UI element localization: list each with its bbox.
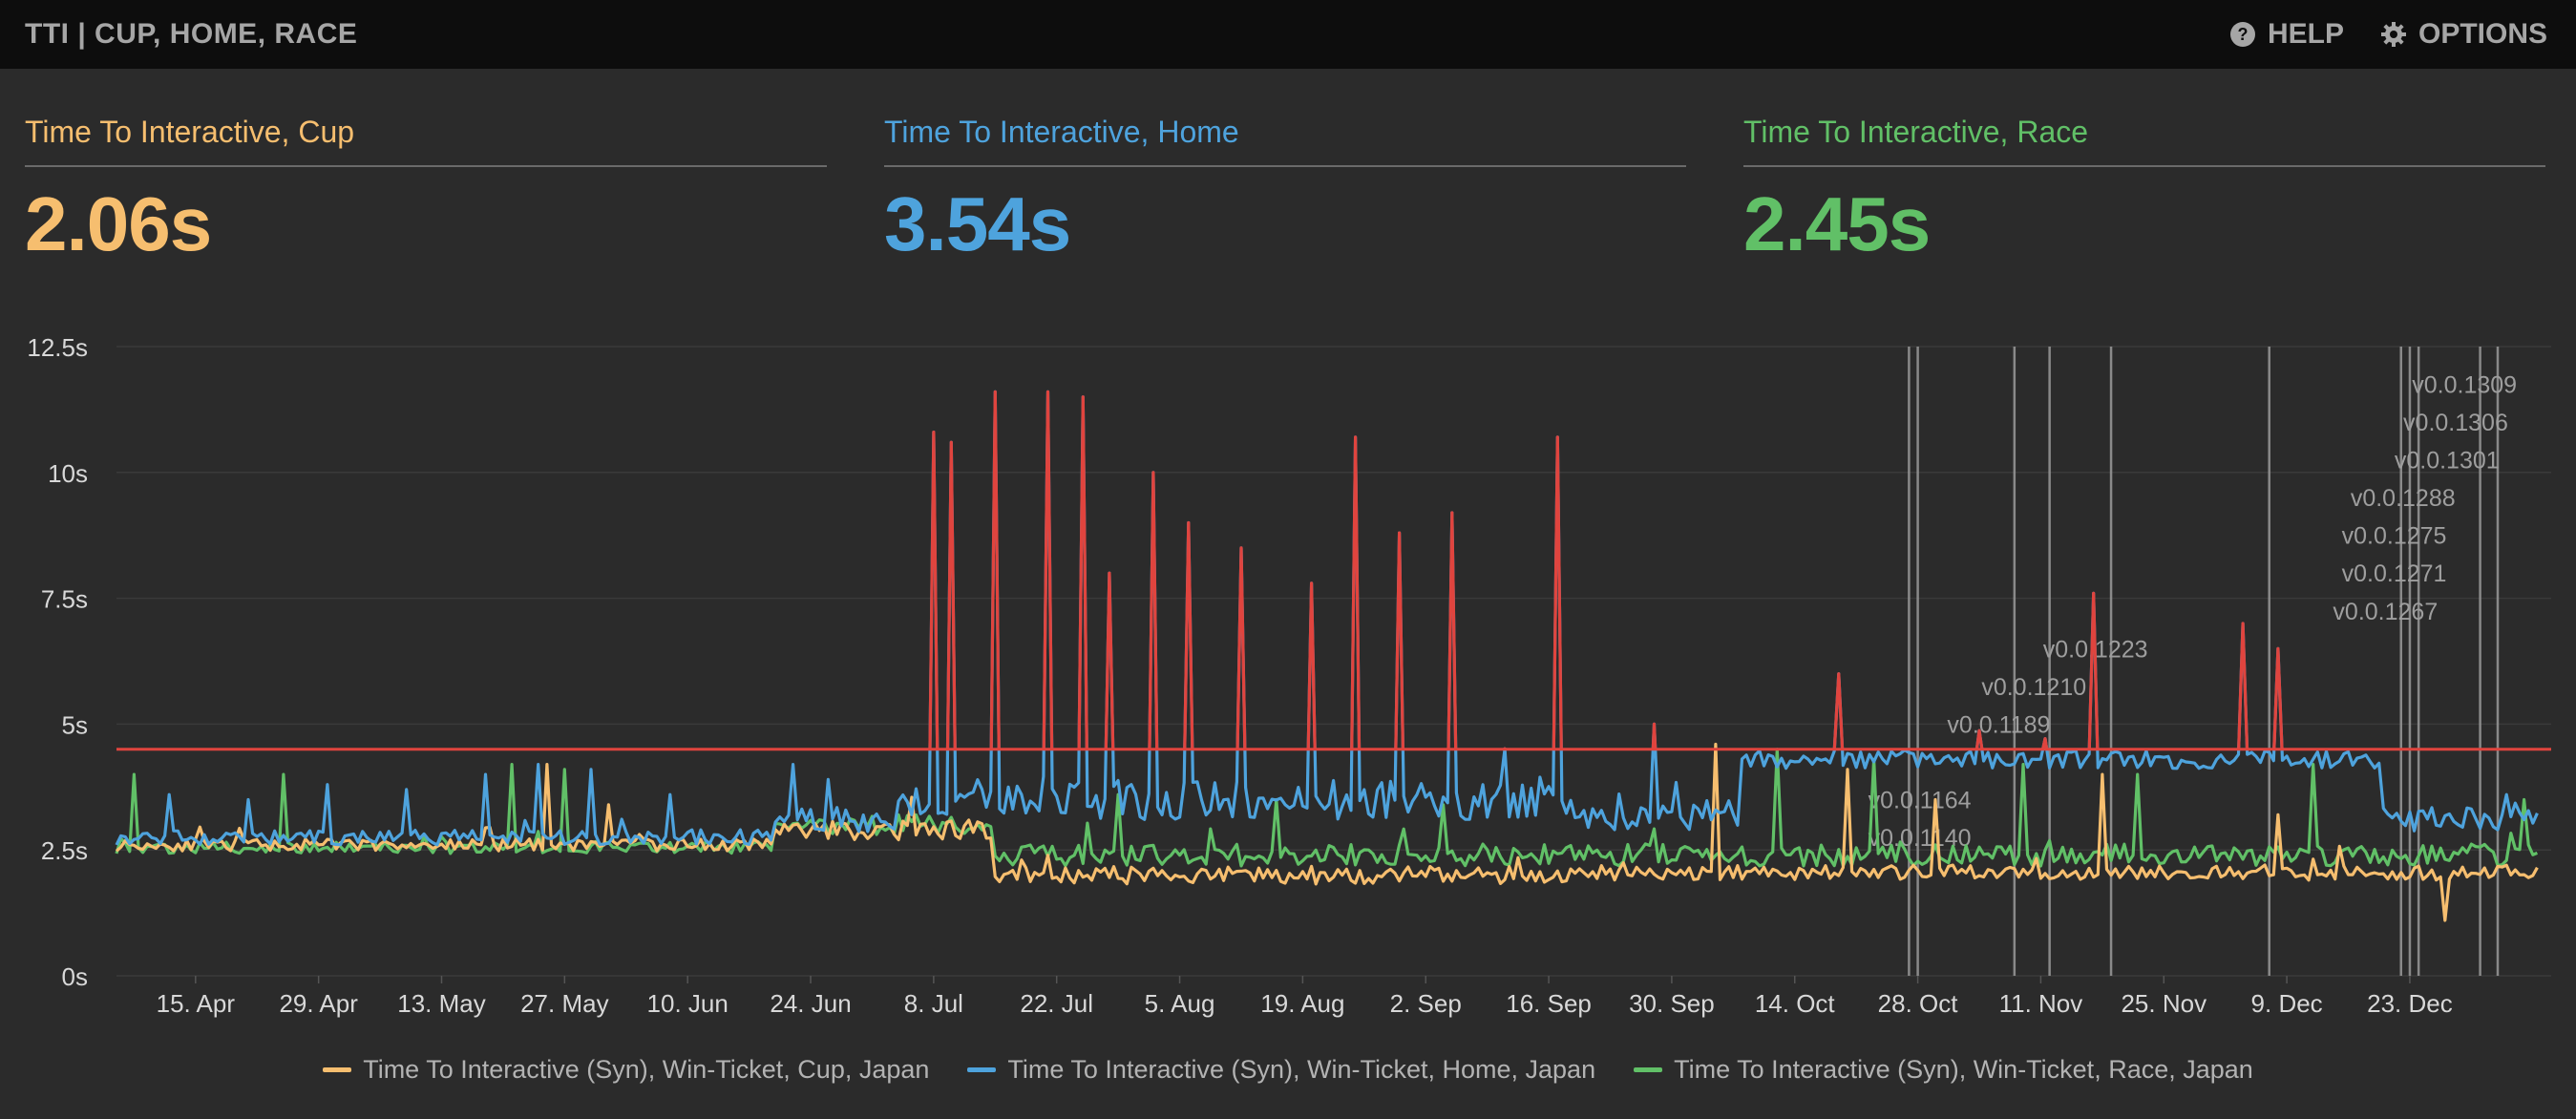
legend-label-home: Time To Interactive (Syn), Win-Ticket, H… xyxy=(1007,1054,1596,1084)
x-tick-label: 19. Aug xyxy=(1260,989,1344,1018)
grid-layer xyxy=(116,346,2551,977)
stat-home: Time To Interactive, Home 3.54s xyxy=(884,115,1686,268)
stat-cup-value: 2.06s xyxy=(25,181,212,266)
top-actions: ? HELP OPTIONS xyxy=(2229,18,2547,51)
stat-race-label: Time To Interactive, Race xyxy=(1743,115,2545,167)
x-tick-label: 28. Oct xyxy=(1878,989,1959,1018)
x-tick-label: 25. Nov xyxy=(2121,989,2206,1018)
x-tick-label: 15. Apr xyxy=(157,989,236,1018)
x-tick-label: 30. Sep xyxy=(1629,989,1715,1018)
x-tick-label: 14. Oct xyxy=(1755,989,1836,1018)
release-label: v0.0.1309 xyxy=(2412,372,2517,399)
x-tick-label: 2. Sep xyxy=(1390,989,1462,1018)
legend-label-cup: Time To Interactive (Syn), Win-Ticket, C… xyxy=(363,1054,930,1084)
help-label: HELP xyxy=(2267,18,2344,50)
x-tick-label: 5. Aug xyxy=(1145,989,1215,1018)
x-tick-label: 16. Sep xyxy=(1506,989,1592,1018)
release-label: v0.0.1164 xyxy=(1869,787,1972,813)
legend-item-race[interactable]: Time To Interactive (Syn), Win-Ticket, R… xyxy=(1634,1055,2253,1085)
x-tick-label: 10. Jun xyxy=(647,989,728,1018)
legend-swatch-race xyxy=(1634,1066,1663,1072)
legend-label-race: Time To Interactive (Syn), Win-Ticket, R… xyxy=(1674,1054,2253,1084)
options-button[interactable]: OPTIONS xyxy=(2380,18,2547,51)
series-home xyxy=(115,390,2539,847)
legend-swatch-cup xyxy=(323,1066,352,1072)
release-label: v0.0.1301 xyxy=(2395,448,2500,475)
svg-text:?: ? xyxy=(2237,25,2248,44)
dashboard-title: TTI | CUP, HOME, RACE xyxy=(25,18,358,50)
release-label: v0.0.1189 xyxy=(1947,711,2050,738)
top-bar: TTI | CUP, HOME, RACE ? HELP xyxy=(0,0,2576,69)
release-label: v0.0.1271 xyxy=(2342,560,2447,587)
y-tick-label: 12.5s xyxy=(27,333,88,362)
stat-home-label: Time To Interactive, Home xyxy=(884,115,1686,167)
help-button[interactable]: ? HELP xyxy=(2229,18,2344,51)
x-tick-label: 29. Apr xyxy=(279,989,358,1018)
series-layer xyxy=(115,390,2551,922)
x-tick-label: 23. Dec xyxy=(2367,989,2453,1018)
axis-layer: 0s 2.5s 5s 7.5s 10s 12.5s 15. Apr 29. Apr 13. Ma… xyxy=(27,333,2452,1018)
gear-icon xyxy=(2380,22,2406,47)
y-tick-label: 7.5s xyxy=(41,585,88,614)
options-label: OPTIONS xyxy=(2418,18,2547,50)
legend-item-home[interactable]: Time To Interactive (Syn), Win-Ticket, H… xyxy=(967,1055,1595,1085)
release-label: v0.0.1306 xyxy=(2403,410,2508,436)
stat-panels: Time To Interactive, Cup 2.06s Time To I… xyxy=(25,115,2545,277)
series-line-home xyxy=(115,390,2539,847)
series-cup xyxy=(115,742,2539,922)
y-tick-label: 0s xyxy=(62,962,88,991)
y-tick-label: 5s xyxy=(62,710,88,739)
x-tick-label: 8. Jul xyxy=(904,989,963,1018)
x-tick-label: 24. Jun xyxy=(770,989,851,1018)
y-tick-label: 2.5s xyxy=(41,836,88,865)
stat-cup: Time To Interactive, Cup 2.06s xyxy=(25,115,827,268)
series-line-home-over-budget xyxy=(928,390,2284,750)
x-tick-label: 27. May xyxy=(520,989,609,1018)
chart-legend: Time To Interactive (Syn), Win-Ticket, C… xyxy=(0,1048,2576,1090)
help-icon: ? xyxy=(2229,22,2255,47)
legend-item-cup[interactable]: Time To Interactive (Syn), Win-Ticket, C… xyxy=(323,1055,929,1085)
series-race xyxy=(115,748,2538,868)
x-tick-label: 22. Jul xyxy=(1020,989,1093,1018)
stat-race: Time To Interactive, Race 2.45s xyxy=(1743,115,2545,268)
x-tick-label: 13. May xyxy=(397,989,486,1018)
stat-home-value: 3.54s xyxy=(884,181,1071,266)
stat-cup-label: Time To Interactive, Cup xyxy=(25,115,827,167)
series-line-cup xyxy=(115,742,2539,922)
release-label: v0.0.1267 xyxy=(2333,599,2438,625)
release-label: v0.0.1288 xyxy=(2351,485,2456,512)
x-tick-label: 9. Dec xyxy=(2251,989,2323,1018)
release-label: v0.0.1210 xyxy=(1981,674,2086,701)
release-label: v0.0.1275 xyxy=(2342,523,2447,550)
release-markers: v0.0.1140v0.0.1164v0.0.1189v0.0.1210v0.0… xyxy=(1869,347,2517,976)
x-tick-label: 11. Nov xyxy=(1999,989,2083,1018)
tti-line-chart: v0.0.1140v0.0.1164v0.0.1189v0.0.1210v0.0… xyxy=(27,333,2551,1018)
series-line-race xyxy=(115,748,2538,868)
y-tick-label: 10s xyxy=(48,459,88,488)
legend-swatch-home xyxy=(967,1066,997,1072)
stat-race-value: 2.45s xyxy=(1743,181,1931,266)
